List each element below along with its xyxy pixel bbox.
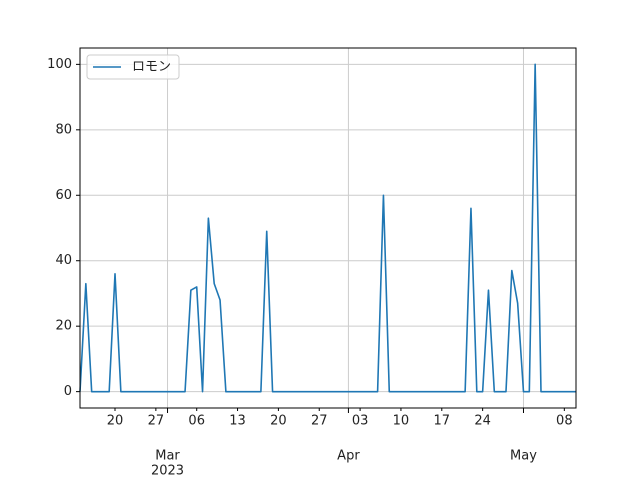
y-tick-label: 80 xyxy=(55,122,72,137)
x-tick-label: 20 xyxy=(107,414,124,429)
legend: ロモン xyxy=(86,54,180,80)
y-tick-label: 40 xyxy=(55,253,72,268)
data-line xyxy=(79,63,576,393)
labels: 0 20 40 60 80 100 20 27 06 13 20 27 03 10 17 24 08 Mar202… xyxy=(47,54,573,479)
x-tick-label: 06 xyxy=(188,414,205,429)
x-tick-label: 08 xyxy=(556,414,573,429)
plot-area xyxy=(79,63,576,393)
legend-label: ロモン xyxy=(132,60,171,75)
axes-frame xyxy=(79,47,577,409)
x-tick-label: 03 xyxy=(352,414,369,429)
x-year-label: 2023 xyxy=(151,464,184,479)
x-tick-label: 17 xyxy=(434,414,451,429)
x-tick-label: 24 xyxy=(474,414,491,429)
x-tick-label: 13 xyxy=(229,414,246,429)
x-month-label: Mar xyxy=(155,449,180,464)
legend-frame xyxy=(86,54,180,80)
y-tick-label: 20 xyxy=(55,319,72,334)
x-month-label: May xyxy=(510,449,537,464)
x-month-label: Apr xyxy=(337,449,360,464)
x-tick-label: 27 xyxy=(311,414,328,429)
x-tick-label: 27 xyxy=(148,414,165,429)
y-tick-label: 0 xyxy=(64,384,72,399)
y-tick-label: 100 xyxy=(47,57,72,72)
x-tick-label: 20 xyxy=(270,414,287,429)
y-tick-label: 60 xyxy=(55,188,72,203)
x-tick-label: 10 xyxy=(393,414,410,429)
